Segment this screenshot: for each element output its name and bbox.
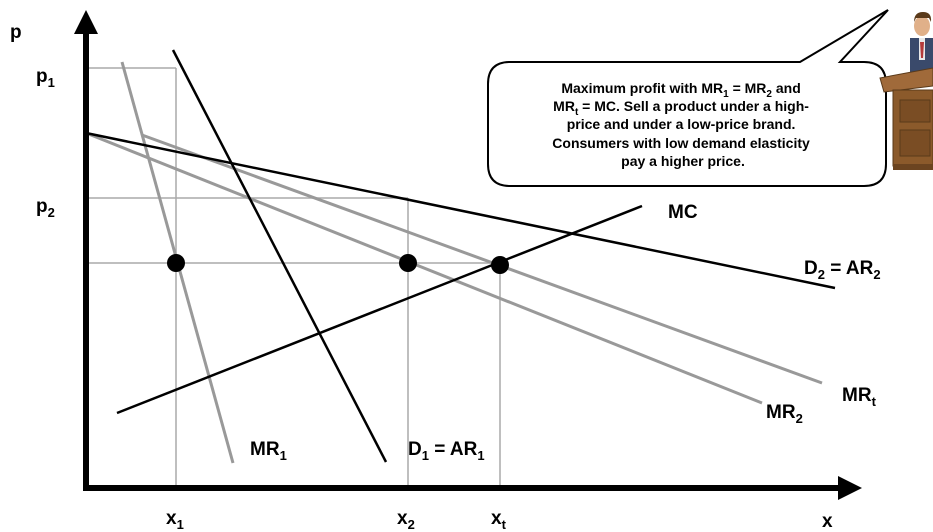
equilibrium-point-xt: [491, 256, 509, 274]
callout-line4: Consumers with low demand elasticity: [552, 135, 810, 151]
y-axis-label: p: [10, 22, 22, 43]
p2-label: p2: [36, 196, 55, 220]
mr2-label: MR2: [766, 402, 803, 426]
d2-curve: [85, 131, 836, 290]
callout-line5: pay a higher price.: [621, 153, 745, 169]
speech-bubble-outline: [487, 9, 889, 187]
mrt-label: MRt: [842, 385, 877, 409]
speech-bubble: Maximum profit with MR1 = MR2 and MRt = …: [487, 9, 889, 187]
y-axis-arrow-icon: [74, 10, 98, 34]
x2-label: x2: [397, 508, 415, 532]
equilibrium-point-x1: [167, 254, 185, 272]
p1-label: p1: [36, 66, 55, 90]
mr1-label: MR1: [250, 439, 287, 463]
mc-label: MC: [668, 202, 698, 223]
callout-line1: Maximum profit with MR1 = MR2 and: [561, 80, 800, 100]
callout-line2: MRt = MC. Sell a product under a high-: [553, 98, 809, 118]
mrt-curve: [141, 133, 823, 385]
x-axis-label: x: [822, 511, 833, 532]
x-axis-arrow-icon: [838, 476, 862, 500]
d1-curve: [171, 49, 388, 463]
mr2-curve: [85, 131, 763, 405]
mc-curve: [116, 204, 643, 415]
guide-lines: [86, 67, 501, 488]
d2-label: D2 = AR2: [804, 258, 881, 282]
d1-label: D1 = AR1: [408, 439, 485, 463]
equilibrium-point-x2: [399, 254, 417, 272]
x1-label: x1: [166, 508, 184, 532]
xt-label: xt: [491, 508, 507, 532]
callout-text: Maximum profit with MR1 = MR2 and MRt = …: [552, 80, 813, 169]
speaker-at-podium-icon: [879, 12, 933, 170]
axes: [74, 10, 862, 500]
callout-line3: price and under a low-price brand.: [567, 116, 796, 132]
